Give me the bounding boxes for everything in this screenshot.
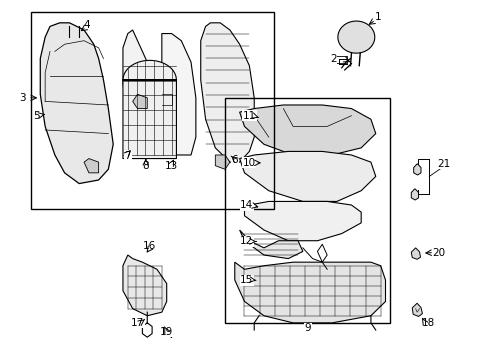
Text: 10: 10 [243,158,255,168]
Polygon shape [215,155,229,169]
Polygon shape [201,23,254,162]
Polygon shape [122,60,176,158]
Text: 15: 15 [240,275,253,285]
Polygon shape [411,303,422,316]
Polygon shape [337,21,374,53]
Text: 14: 14 [240,200,253,210]
Polygon shape [122,255,166,316]
Polygon shape [239,105,375,155]
Text: 9: 9 [304,323,310,333]
Text: 12: 12 [240,237,253,247]
Text: 18: 18 [421,318,434,328]
Polygon shape [84,158,99,173]
Text: 20: 20 [431,248,445,258]
Text: 21: 21 [436,159,449,169]
Text: 16: 16 [143,241,156,251]
Polygon shape [410,248,420,259]
Bar [224,98,389,323]
Polygon shape [122,30,152,152]
Text: 2: 2 [329,54,336,64]
Text: 19: 19 [160,327,173,337]
Polygon shape [162,33,196,155]
Text: 7: 7 [124,151,131,161]
Polygon shape [413,164,420,175]
Text: 3: 3 [20,93,26,103]
Text: 17: 17 [131,318,144,328]
Text: 5: 5 [33,111,40,121]
Text: 8: 8 [142,161,149,171]
Text: 1: 1 [374,13,381,22]
Polygon shape [244,202,361,241]
Polygon shape [239,152,375,202]
Polygon shape [132,94,147,109]
Polygon shape [40,23,113,184]
Bar [30,12,273,208]
Text: 6: 6 [231,156,238,165]
Text: 11: 11 [242,111,255,121]
Polygon shape [234,262,385,323]
Text: 4: 4 [83,19,90,30]
Polygon shape [239,230,302,258]
Text: 13: 13 [164,161,178,171]
Polygon shape [410,189,418,200]
